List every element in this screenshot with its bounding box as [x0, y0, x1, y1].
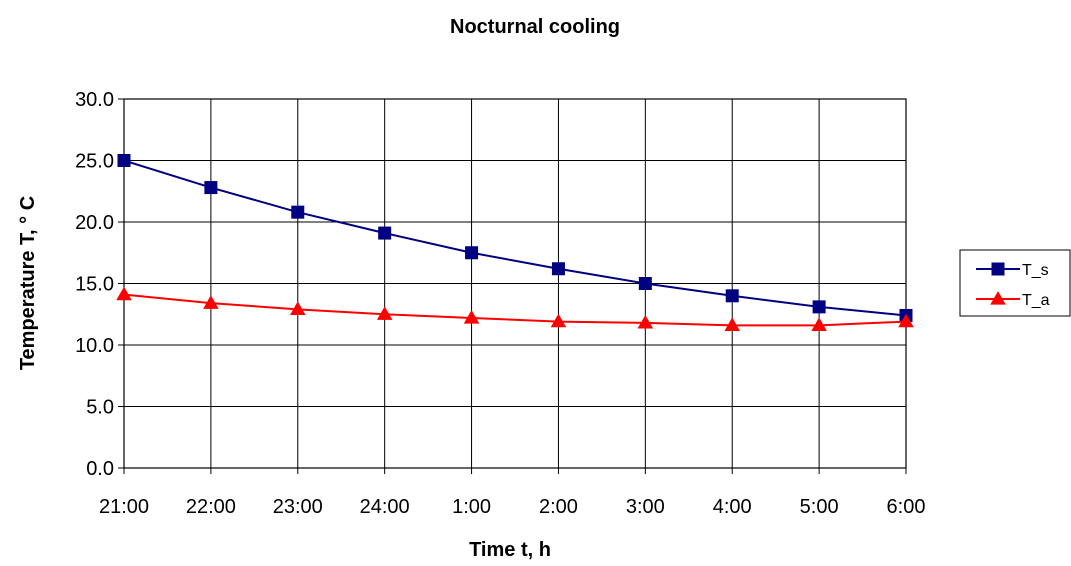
data-point-T_a: [376, 306, 393, 320]
data-point-T_a: [203, 295, 219, 309]
data-point-T_s: [204, 181, 218, 195]
y-tick-label: 5.0: [86, 397, 114, 419]
x-tick-label: 5:00: [800, 496, 839, 518]
series-group: [116, 154, 914, 331]
legend-item-T_a: T_a: [976, 291, 1050, 309]
x-tick-label: 6:00: [887, 496, 926, 518]
data-point-T_a: [811, 317, 827, 331]
y-tick-label: 0.0: [86, 458, 114, 480]
series-T_a: [116, 286, 914, 331]
y-tick-label: 10.0: [75, 335, 114, 357]
data-point-T_a: [116, 286, 132, 301]
y-tick-label: 15.0: [75, 274, 114, 296]
data-point-T_a: [550, 313, 567, 328]
x-tick-label: 4:00: [713, 496, 752, 518]
chart-title: Nocturnal cooling: [450, 16, 620, 38]
series-T_s: [117, 154, 913, 322]
data-point-T_s: [551, 262, 565, 276]
legend-marker: [991, 262, 1005, 276]
x-tick-label: 21:00: [99, 496, 149, 518]
x-tick-label: 2:00: [539, 496, 578, 518]
y-tick-label: 25.0: [75, 151, 114, 173]
data-point-T_a: [463, 310, 480, 324]
gridlines: [123, 98, 907, 469]
legend-label: T_s: [1022, 262, 1049, 279]
y-tick-label: 30.0: [75, 89, 114, 111]
data-point-T_s: [812, 300, 826, 314]
x-tick-label: 24:00: [360, 496, 410, 518]
legend-item-T_s: T_s: [976, 262, 1049, 279]
legend-box: [959, 249, 1071, 317]
legend-label: T_a: [1022, 292, 1050, 309]
data-point-T_s: [638, 277, 652, 290]
data-point-T_a: [637, 314, 654, 329]
x-tick-label: 3:00: [626, 496, 665, 518]
x-axis-label: Time t, h: [469, 539, 551, 561]
legend-marker: [990, 291, 1006, 305]
y-tick-label: 20.0: [75, 212, 114, 234]
axes: 0.0 5.0 10.0 15.0 20.0 25.0 30.0 21:00 22:00 23:0…: [75, 89, 925, 518]
data-point-T_s: [725, 289, 739, 303]
legend: T_s T_a: [959, 249, 1071, 317]
data-point-T_a: [290, 301, 306, 316]
series-line-T_a: [123, 293, 907, 327]
data-point-T_a: [898, 313, 914, 328]
x-tick-label: 22:00: [186, 496, 236, 518]
data-point-T_s: [465, 246, 479, 260]
data-point-T_s: [117, 154, 131, 167]
data-point-T_s: [378, 226, 392, 240]
x-tick-label: 1:00: [452, 496, 491, 518]
data-point-T_s: [291, 205, 305, 219]
data-point-T_a: [724, 317, 740, 331]
series-line-T_s: [123, 159, 907, 317]
y-axis-label: Temperature T, ° C: [17, 196, 39, 370]
x-tick-label: 23:00: [273, 496, 323, 518]
